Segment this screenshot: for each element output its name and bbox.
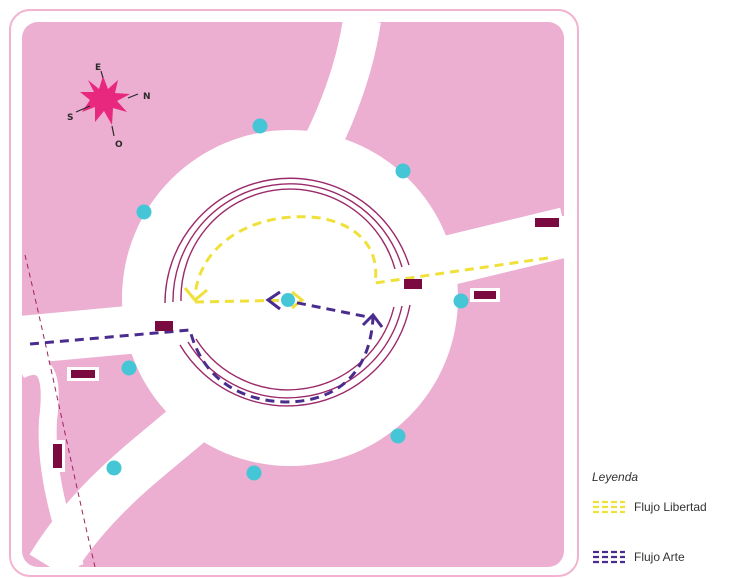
vehicles bbox=[50, 216, 564, 472]
marker-dot bbox=[395, 163, 411, 179]
inner-ring-bottom bbox=[179, 304, 411, 407]
legend: Leyenda Flujo Libertad Flujo Arte bbox=[592, 470, 752, 578]
vehicle bbox=[474, 291, 496, 299]
vehicle bbox=[404, 279, 422, 289]
legend-label: Flujo Arte bbox=[634, 550, 685, 564]
vehicle bbox=[535, 218, 559, 227]
vehicle bbox=[155, 321, 173, 331]
marker-dot bbox=[453, 293, 469, 309]
compass-north-label: N bbox=[143, 92, 151, 102]
marker-dot bbox=[121, 360, 137, 376]
marker-dot bbox=[390, 428, 406, 444]
center-marker bbox=[281, 293, 295, 307]
inner-ring-top bbox=[164, 177, 410, 304]
legend-title: Leyenda bbox=[592, 470, 639, 484]
legend-label: Flujo Libertad bbox=[634, 500, 707, 514]
compass-east-label: E bbox=[95, 63, 101, 73]
compass-rose-icon: N S E O bbox=[67, 63, 151, 150]
road-west-branch bbox=[22, 356, 84, 567]
marker-dot bbox=[246, 465, 262, 481]
compass-south-label: S bbox=[67, 113, 73, 123]
legend-item-flujo-libertad: Flujo Libertad bbox=[592, 498, 752, 516]
flujo-libertad-swatch-icon bbox=[593, 500, 625, 514]
legend-item-flujo-arte: Flujo Arte bbox=[592, 548, 752, 566]
vehicle bbox=[53, 444, 62, 468]
vehicle bbox=[71, 370, 95, 378]
marker-dot bbox=[136, 204, 152, 220]
compass-west-label: O bbox=[115, 140, 123, 150]
flujo-libertad-route bbox=[183, 215, 549, 310]
flujo-arte-route bbox=[29, 290, 384, 404]
marker-dot bbox=[252, 118, 268, 134]
perimeter-markers bbox=[106, 118, 469, 481]
flujo-arte-swatch-icon bbox=[593, 550, 625, 564]
marker-dot bbox=[106, 460, 122, 476]
